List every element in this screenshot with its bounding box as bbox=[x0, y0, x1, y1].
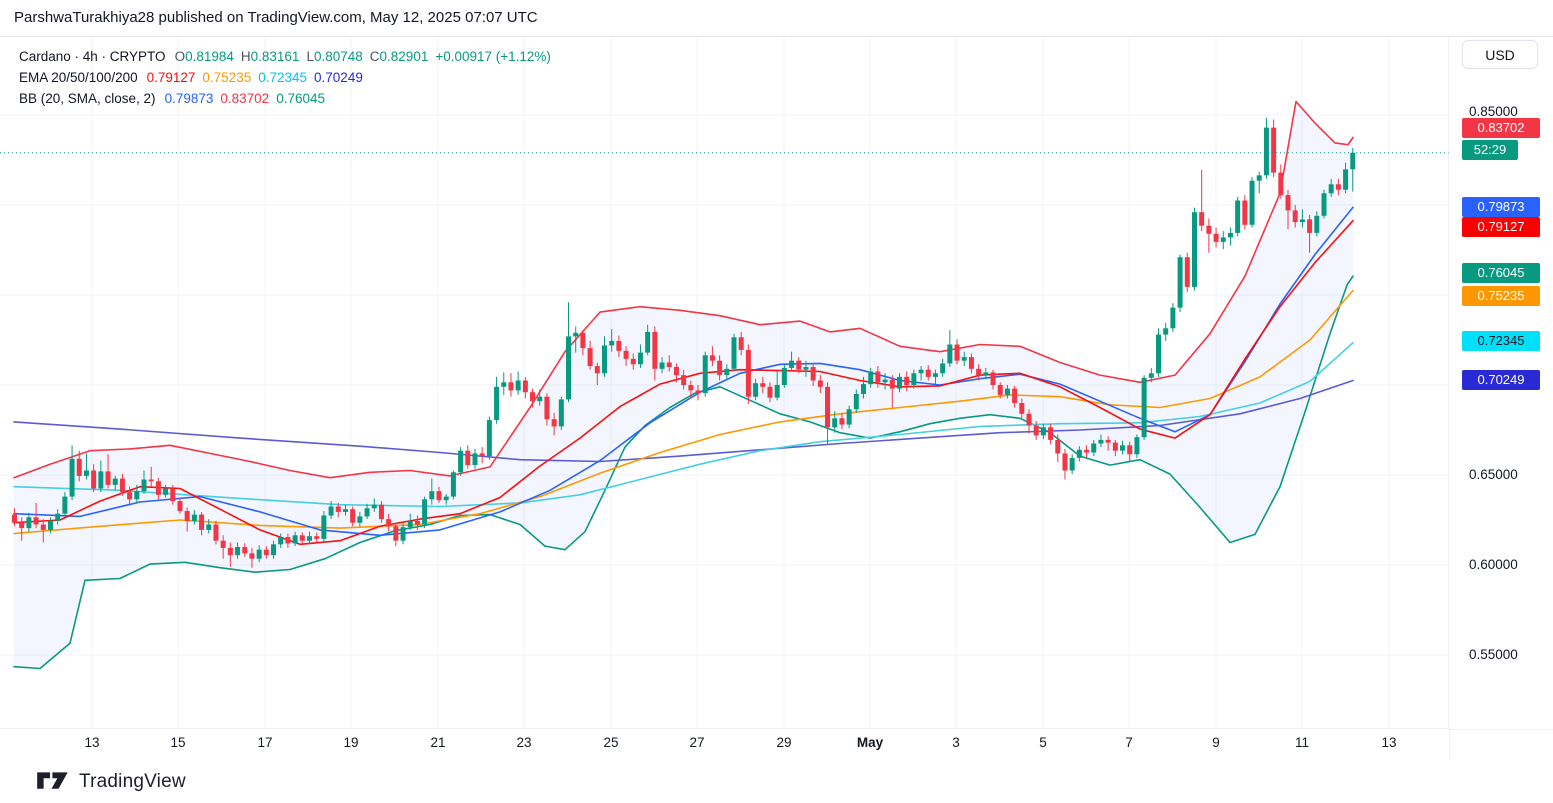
time-tick-label: 3 bbox=[952, 735, 960, 750]
time-tick-label: 29 bbox=[776, 735, 792, 750]
ohlc-value: 0.81984 bbox=[185, 49, 234, 64]
time-tick-label: 13 bbox=[84, 735, 100, 750]
change-value: +0.00917 (+1.12%) bbox=[435, 49, 551, 64]
tradingview-logo-icon[interactable] bbox=[36, 769, 70, 796]
price-badge-bar-countdown: 52:29 bbox=[1462, 140, 1518, 160]
publish-header: ParshwaTurakhiya28 published on TradingV… bbox=[0, 0, 1553, 37]
ema-value: 0.75235 bbox=[202, 70, 252, 85]
legend-symbol-row[interactable]: Cardano · 4h · CRYPTO O0.81984 H0.83161 L0.… bbox=[19, 46, 558, 67]
price-badge-ema20: 0.79127 bbox=[1462, 217, 1540, 237]
currency-usd-button[interactable]: USD bbox=[1462, 40, 1538, 69]
time-tick-label: 21 bbox=[430, 735, 446, 750]
legend-ema-row[interactable]: EMA 20/50/100/200 0.79127 0.75235 0.72345 0.… bbox=[19, 67, 558, 88]
ohlc-value: 0.82901 bbox=[379, 49, 429, 64]
indicator-title: EMA 20/50/100/200 bbox=[19, 70, 138, 85]
price-axis[interactable]: 0.85000 0.65000 0.60000 0.55000 0.83702 52:29… bbox=[1449, 37, 1553, 729]
price-badge-ema200: 0.70249 bbox=[1462, 370, 1540, 390]
time-tick-label: 5 bbox=[1039, 735, 1047, 750]
ohlc-letter: O bbox=[174, 49, 186, 64]
ohlc-letter: H bbox=[240, 49, 251, 64]
ema-value: 0.72345 bbox=[258, 70, 308, 85]
bb-value: 0.79873 bbox=[164, 91, 214, 106]
time-tick-label: 13 bbox=[1381, 735, 1397, 750]
footer-branding: TradingView bbox=[36, 767, 186, 797]
indicator-title: BB (20, SMA, close, 2) bbox=[19, 91, 156, 106]
tradingview-brand-text[interactable]: TradingView bbox=[79, 771, 186, 792]
ema-value: 0.70249 bbox=[314, 70, 363, 85]
price-badge-ema100: 0.72345 bbox=[1462, 331, 1540, 351]
bb-value: 0.83702 bbox=[220, 91, 270, 106]
time-tick-label: May bbox=[856, 735, 884, 750]
time-tick-label: 17 bbox=[257, 735, 273, 750]
time-tick-label: 23 bbox=[516, 735, 532, 750]
ohlc-letter: C bbox=[369, 49, 380, 64]
price-badge-bb-upper: 0.83702 bbox=[1462, 118, 1540, 138]
price-tick-label: 0.65000 bbox=[1469, 467, 1518, 482]
time-tick-label: 9 bbox=[1212, 735, 1220, 750]
ohlc-value: 0.80748 bbox=[313, 49, 363, 64]
price-badge-bb-lower: 0.76045 bbox=[1462, 263, 1540, 283]
time-axis[interactable]: 13 15 17 19 21 23 25 27 29 May 3 5 7 9 11 13 bbox=[0, 729, 1449, 760]
price-badge-bb-basis: 0.79873 bbox=[1462, 197, 1540, 217]
legend-bb-row[interactable]: BB (20, SMA, close, 2) 0.79873 0.83702 0.76… bbox=[19, 88, 558, 109]
symbol-title: Cardano · 4h · CRYPTO bbox=[19, 49, 166, 64]
time-tick-label: 25 bbox=[603, 735, 619, 750]
price-tick-label: 0.55000 bbox=[1469, 647, 1518, 662]
publish-header-text: ParshwaTurakhiya28 published on TradingV… bbox=[14, 9, 538, 26]
bb-value: 0.76045 bbox=[276, 91, 325, 106]
ohlc-letter: L bbox=[306, 49, 314, 64]
ohlc-value: 0.83161 bbox=[250, 49, 300, 64]
time-tick-label: 15 bbox=[170, 735, 186, 750]
time-tick-label: 19 bbox=[343, 735, 359, 750]
price-badge-ema50: 0.75235 bbox=[1462, 286, 1540, 306]
price-tick-label: 0.85000 bbox=[1469, 104, 1518, 119]
time-tick-label: 11 bbox=[1294, 735, 1309, 750]
price-tick-label: 0.60000 bbox=[1469, 557, 1518, 572]
time-tick-label: 7 bbox=[1125, 735, 1133, 750]
ema-value: 0.79127 bbox=[146, 70, 196, 85]
chart-legend: Cardano · 4h · CRYPTO O0.81984 H0.83161 L0.… bbox=[19, 46, 558, 109]
time-tick-label: 27 bbox=[689, 735, 705, 750]
